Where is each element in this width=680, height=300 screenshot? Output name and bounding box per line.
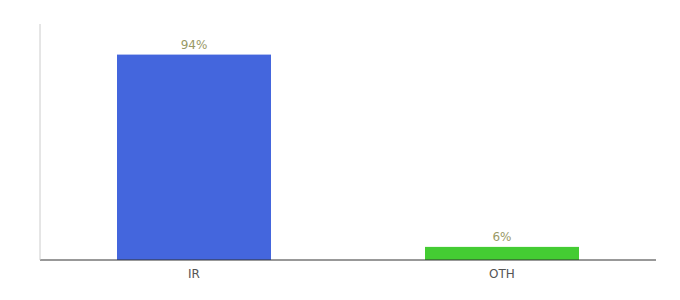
y-axis-line bbox=[40, 24, 41, 260]
bar bbox=[425, 247, 579, 260]
chart-container: IR OTH 94% 6% bbox=[0, 0, 680, 300]
bar bbox=[117, 55, 271, 260]
chart: IR OTH 94% 6% bbox=[0, 0, 680, 300]
x-tick-label: IR bbox=[188, 267, 200, 281]
bars bbox=[117, 55, 579, 260]
x-tick-label: OTH bbox=[489, 267, 515, 281]
data-label: 94% bbox=[181, 38, 208, 52]
data-label: 6% bbox=[492, 230, 511, 244]
x-axis-line bbox=[40, 260, 656, 261]
